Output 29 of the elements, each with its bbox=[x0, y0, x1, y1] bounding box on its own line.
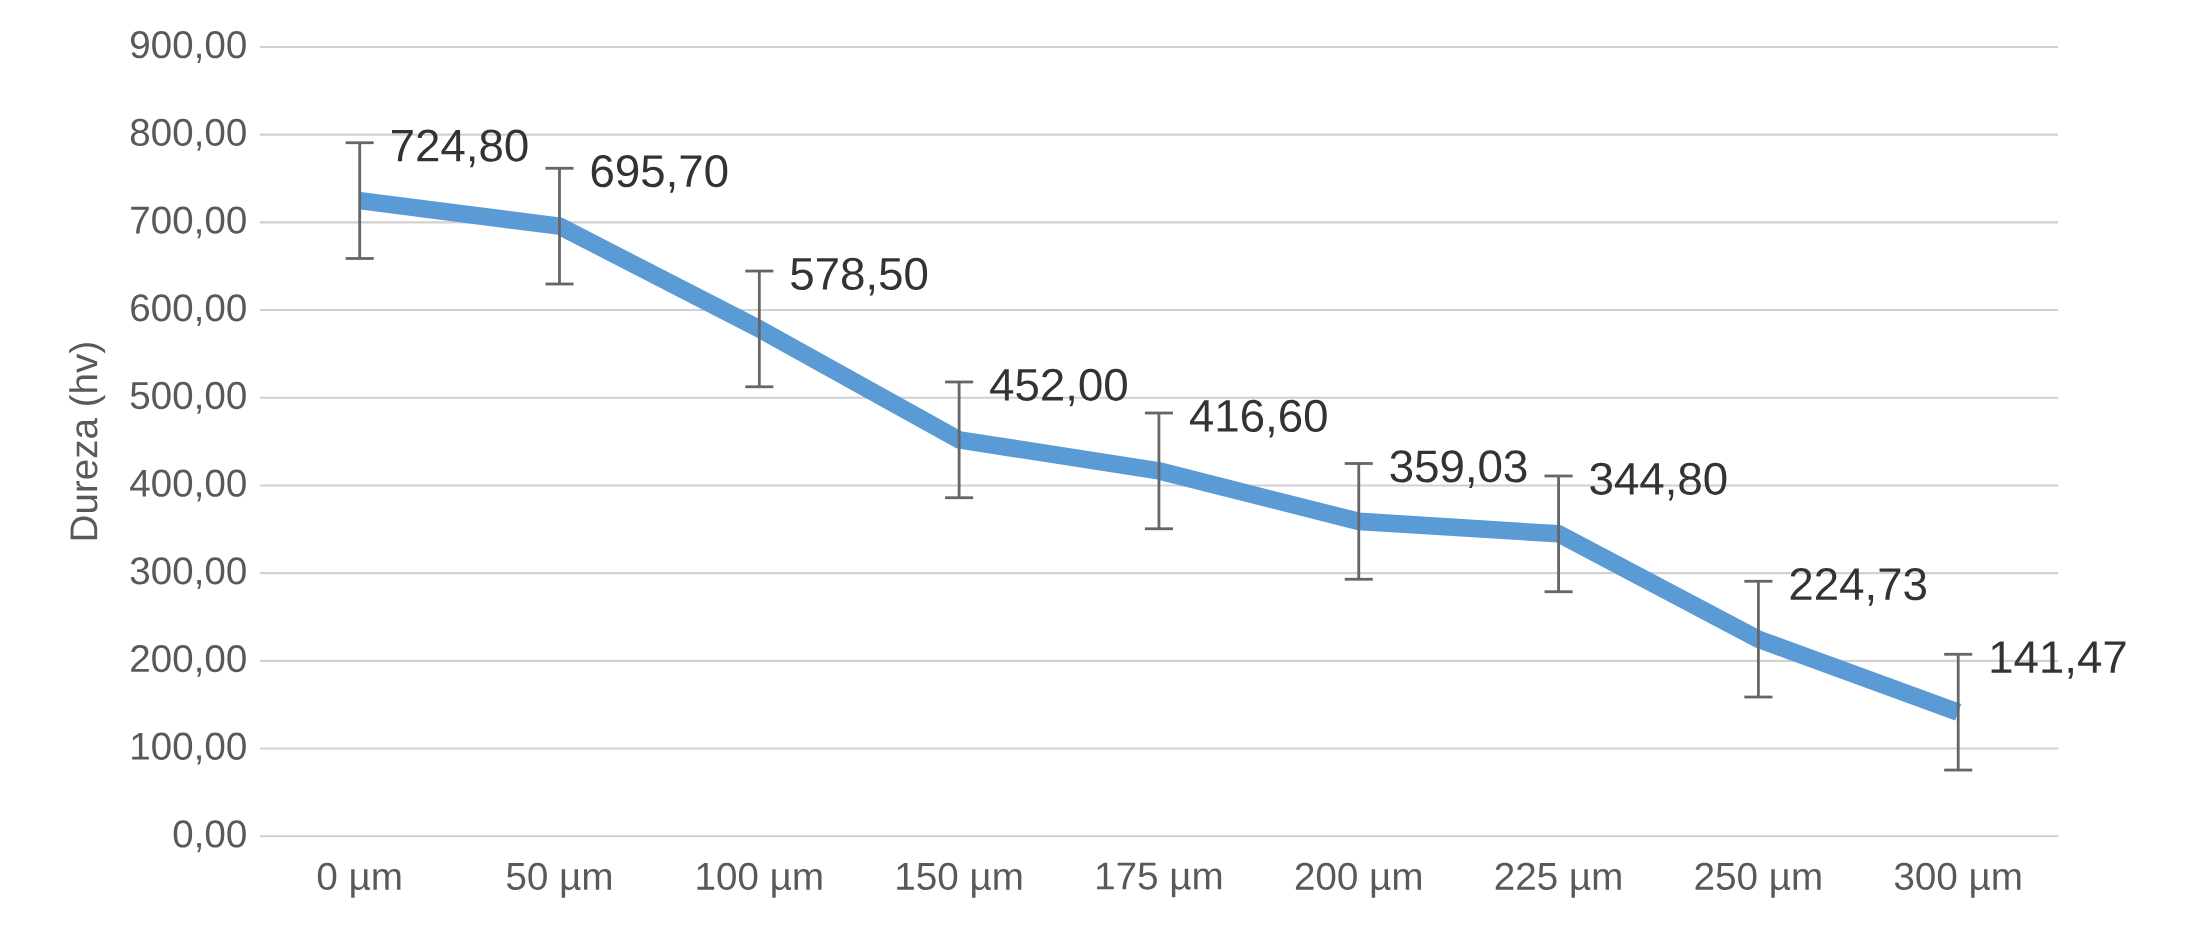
y-tick-label: 800,00 bbox=[130, 118, 246, 151]
x-tick-label: 200 µm bbox=[1295, 862, 1421, 898]
data-label: 452,00 bbox=[990, 368, 1127, 407]
data-label: 224,73 bbox=[1790, 567, 1926, 606]
x-tick-label: 300 µm bbox=[1894, 862, 2021, 898]
data-label: 724,80 bbox=[392, 129, 528, 168]
x-tick-label: 250 µm bbox=[1695, 862, 1821, 898]
y-tick-label: 900,00 bbox=[131, 31, 246, 63]
y-tick-label: 0,00 bbox=[173, 820, 246, 853]
data-label: 344,80 bbox=[1590, 462, 1727, 501]
x-tick-label: 100 µm bbox=[697, 862, 822, 898]
y-tick-label: 300,00 bbox=[130, 557, 246, 590]
y-tick-label: 700,00 bbox=[131, 206, 246, 239]
data-label: 578,50 bbox=[791, 257, 928, 296]
data-label: 416,60 bbox=[1189, 399, 1327, 438]
x-tick-label: 150 µm bbox=[897, 862, 1022, 898]
data-label: 359,03 bbox=[1390, 450, 1527, 488]
y-tick-label: 400,00 bbox=[130, 469, 246, 502]
data-label: 695,70 bbox=[591, 154, 728, 193]
x-tick-label: 175 µm bbox=[1097, 862, 1222, 898]
y-tick-label: 200,00 bbox=[131, 644, 246, 677]
y-tick-label: 500,00 bbox=[130, 381, 246, 414]
data-label: 141,47 bbox=[1991, 641, 2126, 679]
x-tick-label: 225 µm bbox=[1495, 862, 1621, 898]
y-axis-title: Dureza (hv) bbox=[69, 343, 106, 540]
x-tick-label: 50 µm bbox=[506, 862, 611, 898]
y-tick-label: 600,00 bbox=[131, 294, 246, 326]
y-tick-label: 100,00 bbox=[132, 732, 246, 765]
x-tick-label: 0 µm bbox=[317, 862, 401, 898]
